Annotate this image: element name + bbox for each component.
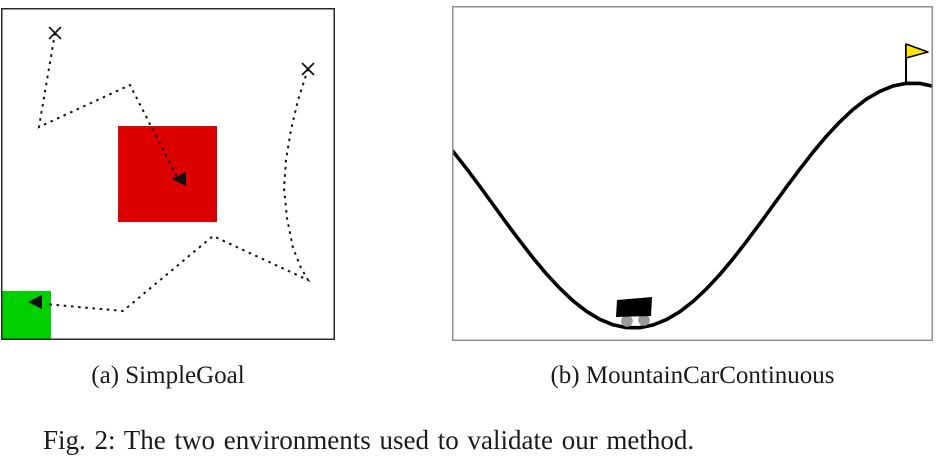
- start-x-marker-1: [48, 26, 62, 40]
- car-body: [616, 297, 652, 317]
- mountain-curve: [452, 81, 933, 330]
- arrowhead-marker-1: [172, 172, 186, 186]
- simplegoal-canvas: [1, 8, 335, 340]
- trajectory-1-path: [37, 32, 178, 178]
- figure-caption-text: The two environments used to validate ou…: [123, 425, 695, 455]
- car-wheel-right-icon: [638, 314, 650, 326]
- simplegoal-border: [1, 8, 335, 340]
- mountaincar-canvas: [452, 6, 933, 341]
- subcaption-b: (b) MountainCarContinuous: [550, 362, 835, 389]
- simplegoal-figure: [1, 8, 335, 340]
- start-x-marker-2: [301, 62, 315, 76]
- arrowhead-marker-2: [28, 295, 42, 309]
- car-wheel-left-icon: [621, 315, 633, 327]
- goal-flag-banner: [905, 43, 929, 59]
- mountaincar-figure: [452, 6, 933, 341]
- mountaincar-border: [452, 6, 933, 341]
- figure-caption-label: Fig. 2:: [43, 425, 116, 455]
- goal-square: [1, 291, 51, 340]
- subcaption-a: (a) SimpleGoal: [91, 362, 245, 389]
- trajectory-2-path: [44, 68, 311, 313]
- obstacle-square: [118, 126, 217, 222]
- figure-caption: Fig. 2: The two environments used to val…: [43, 424, 694, 456]
- mountaincar-background: [452, 6, 933, 341]
